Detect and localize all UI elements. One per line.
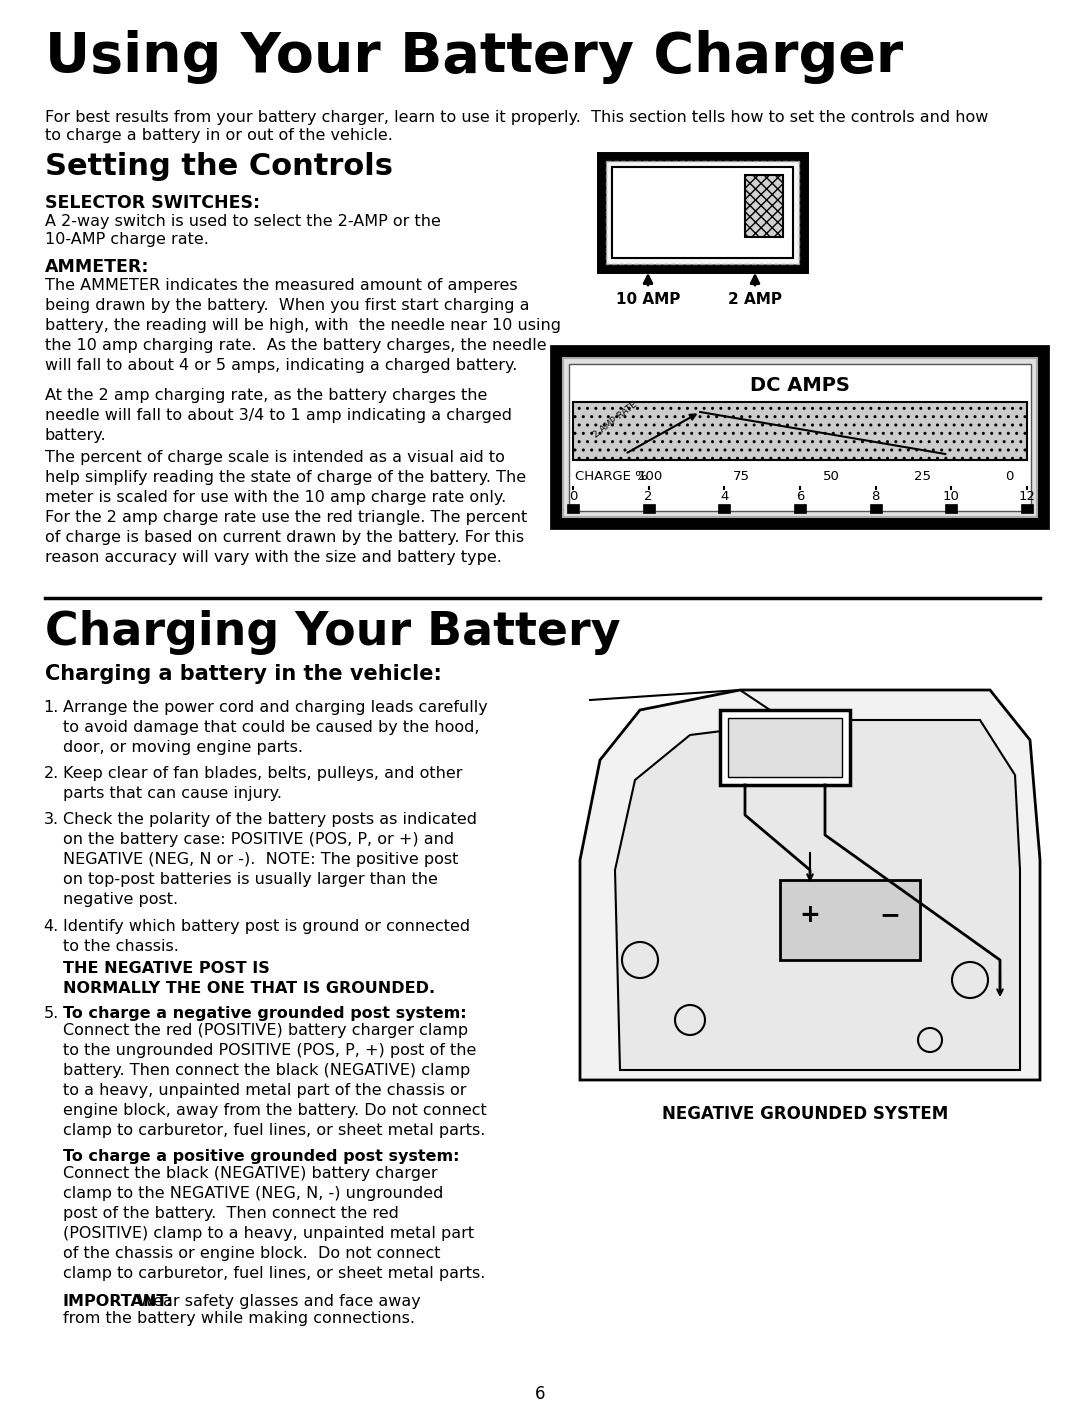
Bar xyxy=(600,154,805,269)
Text: CHARGE %: CHARGE % xyxy=(575,470,648,483)
Text: 2 AMP RATE: 2 AMP RATE xyxy=(592,400,638,441)
Text: Arrange the power cord and charging leads carefully
to avoid damage that could b: Arrange the power cord and charging lead… xyxy=(63,700,488,755)
Text: A 2-way switch is used to select the 2-AMP or the: A 2-way switch is used to select the 2-A… xyxy=(45,215,441,229)
Text: Charging a battery in the vehicle:: Charging a battery in the vehicle: xyxy=(45,664,442,685)
Text: 1.: 1. xyxy=(43,700,59,716)
Text: The percent of charge scale is intended as a visual aid to
help simplify reading: The percent of charge scale is intended … xyxy=(45,450,527,565)
Text: Keep clear of fan blades, belts, pulleys, and other
parts that can cause injury.: Keep clear of fan blades, belts, pulleys… xyxy=(63,766,462,801)
Polygon shape xyxy=(615,720,1020,1070)
Bar xyxy=(555,349,1045,525)
Text: 50: 50 xyxy=(823,470,840,483)
Text: At the 2 amp charging rate, as the battery charges the
needle will fall to about: At the 2 amp charging rate, as the batte… xyxy=(45,389,512,443)
Text: NEGATIVE GROUNDED SYSTEM: NEGATIVE GROUNDED SYSTEM xyxy=(662,1106,948,1122)
Bar xyxy=(569,363,1031,511)
Bar xyxy=(643,504,654,513)
Text: SELECTOR SWITCHES:: SELECTOR SWITCHES: xyxy=(45,194,260,212)
Bar xyxy=(606,161,799,264)
Text: 2 AMP: 2 AMP xyxy=(728,292,782,307)
Bar xyxy=(794,504,806,513)
Text: Connect the red (POSITIVE) battery charger clamp
to the ungrounded POSITIVE (POS: Connect the red (POSITIVE) battery charg… xyxy=(63,1023,487,1138)
Text: Identify which battery post is ground or connected
to the chassis.: Identify which battery post is ground or… xyxy=(63,919,470,954)
Text: Check the polarity of the battery posts as indicated
on the battery case: POSITI: Check the polarity of the battery posts … xyxy=(63,812,477,906)
Text: 12: 12 xyxy=(1018,490,1036,504)
Text: 0: 0 xyxy=(1004,470,1013,483)
Text: To charge a positive grounded post system:: To charge a positive grounded post syste… xyxy=(63,1149,459,1164)
Text: To charge a negative grounded post system:: To charge a negative grounded post syste… xyxy=(63,1006,467,1021)
Polygon shape xyxy=(580,690,1040,1080)
Text: For best results from your battery charger, learn to use it properly.  This sect: For best results from your battery charg… xyxy=(45,109,988,125)
Bar xyxy=(720,710,850,786)
Text: DC AMPS: DC AMPS xyxy=(751,376,850,396)
Bar xyxy=(780,880,920,960)
Text: from the battery while making connections.: from the battery while making connection… xyxy=(63,1310,415,1326)
Text: 4: 4 xyxy=(720,490,729,504)
Text: THE NEGATIVE POST IS
NORMALLY THE ONE THAT IS GROUNDED.: THE NEGATIVE POST IS NORMALLY THE ONE TH… xyxy=(63,961,435,996)
Bar xyxy=(718,504,730,513)
Text: 3.: 3. xyxy=(44,812,59,826)
Bar xyxy=(745,175,783,237)
Text: −: − xyxy=(879,904,901,927)
Text: 2: 2 xyxy=(645,490,653,504)
Text: to charge a battery in or out of the vehicle.: to charge a battery in or out of the veh… xyxy=(45,128,393,143)
Text: 6: 6 xyxy=(796,490,805,504)
Text: The AMMETER indicates the measured amount of amperes
being drawn by the battery.: The AMMETER indicates the measured amoun… xyxy=(45,278,561,373)
Text: Connect the black (NEGATIVE) battery charger
clamp to the NEGATIVE (NEG, N, -) u: Connect the black (NEGATIVE) battery cha… xyxy=(63,1166,485,1281)
Text: 8: 8 xyxy=(872,490,880,504)
Text: 100: 100 xyxy=(637,470,663,483)
Bar xyxy=(612,167,793,258)
Text: +: + xyxy=(799,904,821,927)
Bar xyxy=(563,358,1037,516)
Text: 25: 25 xyxy=(914,470,931,483)
Bar xyxy=(573,403,1027,460)
Text: 0: 0 xyxy=(569,490,577,504)
Text: Using Your Battery Charger: Using Your Battery Charger xyxy=(45,29,903,84)
Text: Setting the Controls: Setting the Controls xyxy=(45,152,393,181)
Text: 2.: 2. xyxy=(44,766,59,781)
Text: Charging Your Battery: Charging Your Battery xyxy=(45,610,621,655)
Text: 5.: 5. xyxy=(44,1006,59,1021)
Text: 75: 75 xyxy=(732,470,750,483)
Text: 4.: 4. xyxy=(44,919,59,934)
Bar xyxy=(869,504,881,513)
Bar xyxy=(1021,504,1032,513)
Bar xyxy=(567,504,579,513)
Text: 10-AMP charge rate.: 10-AMP charge rate. xyxy=(45,231,208,247)
Text: 10 AMP: 10 AMP xyxy=(616,292,680,307)
Text: IMPORTANT:: IMPORTANT: xyxy=(63,1295,174,1309)
Bar xyxy=(945,504,957,513)
Text: Wear safety glasses and face away: Wear safety glasses and face away xyxy=(133,1295,421,1309)
Bar xyxy=(728,718,842,777)
Bar xyxy=(561,680,1050,1100)
Text: 10: 10 xyxy=(943,490,960,504)
Text: AMMETER:: AMMETER: xyxy=(45,258,149,276)
Text: 6: 6 xyxy=(535,1385,545,1403)
